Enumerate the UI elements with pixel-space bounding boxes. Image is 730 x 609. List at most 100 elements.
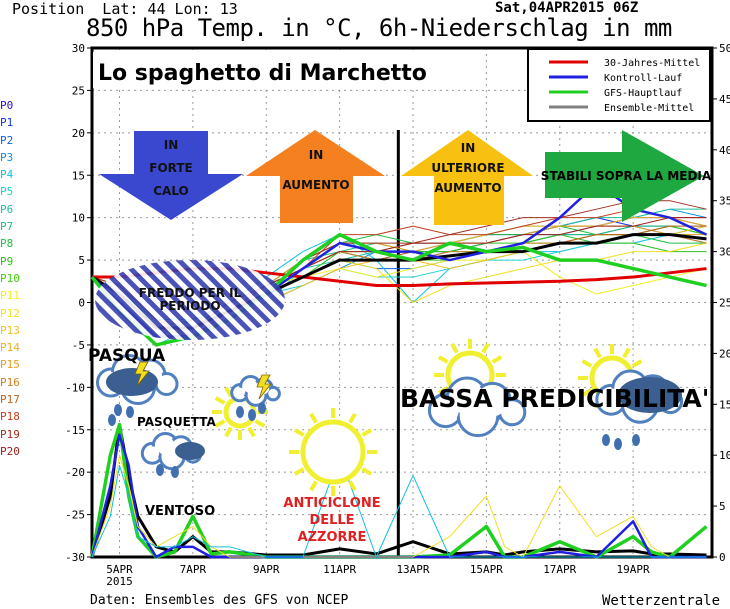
annotation-aumento: AUMENTO xyxy=(282,178,349,192)
run-time: Sat,04APR2015 06Z xyxy=(495,0,639,16)
right-tick-label: 15 xyxy=(719,398,730,411)
annotation-anticiclone: AZZORRE xyxy=(298,530,367,545)
member-label-P3: P3 xyxy=(0,150,14,164)
arrow-up-icon xyxy=(401,130,533,225)
left-tick-label: -20 xyxy=(65,466,85,479)
right-tick-label: 30 xyxy=(719,246,730,259)
arrow-down-icon xyxy=(99,131,243,220)
left-tick-label: 0 xyxy=(78,297,85,310)
x-tick-label: 5APR xyxy=(106,563,133,576)
dark-cloud-icon xyxy=(175,442,205,460)
left-tick-label: 20 xyxy=(72,127,85,140)
x-tick-label: 11APR xyxy=(323,563,356,576)
position-label: Position Lat: 44 Lon: 13 xyxy=(12,0,238,18)
right-tick-label: 20 xyxy=(719,347,730,360)
precip-line-p12 xyxy=(91,454,707,558)
left-tick-label: 5 xyxy=(78,254,85,267)
member-label-P10: P10 xyxy=(0,271,20,285)
annotation-anticiclone: DELLE xyxy=(309,513,354,528)
member-label-P4: P4 xyxy=(0,168,14,182)
left-tick-label: 15 xyxy=(72,169,85,182)
annotation-forte-calo: FORTE xyxy=(149,161,192,175)
cloud-icon xyxy=(427,376,527,438)
legend-label: Kontroll-Lauf xyxy=(604,73,682,84)
member-label-P7: P7 xyxy=(0,220,14,234)
right-tick-label: 50 xyxy=(719,42,730,55)
member-label-P5: P5 xyxy=(0,185,14,199)
right-tick-label: 35 xyxy=(719,195,730,208)
member-label-P20: P20 xyxy=(0,444,20,458)
overlay-title: Lo spaghetto di Marchetto xyxy=(98,61,427,86)
annotation-forte-calo: CALO xyxy=(153,184,189,198)
left-tick-label: 10 xyxy=(72,212,85,225)
annotation-bassa-predicibilita: BASSA PREDICIBILITA' xyxy=(400,384,709,413)
right-tick-label: 10 xyxy=(719,449,730,462)
precip-line-ensemble-mittel xyxy=(90,423,707,558)
footer-brand: Wetterzentrale xyxy=(602,593,721,609)
annotation-anticiclone: ANTICICLONE xyxy=(283,496,380,511)
annotation-pasquetta: PASQUETTA xyxy=(137,415,216,429)
right-tick-label: 40 xyxy=(719,144,730,157)
dark-cloud-icon xyxy=(618,377,682,413)
left-tick-label: -10 xyxy=(65,381,85,394)
legend-label: GFS-Hauptlauf xyxy=(604,88,682,99)
x-tick-label: 9APR xyxy=(253,563,280,576)
x-tick-label: 15APR xyxy=(470,563,503,576)
cold-period-hatch xyxy=(95,260,285,340)
annotation-stabili: STABILI SOPRA LA MEDIA xyxy=(541,169,712,183)
member-label-P12: P12 xyxy=(0,306,20,320)
annotation-forte-calo: IN xyxy=(164,138,179,152)
annotation-ventoso: VENTOSO xyxy=(145,504,215,519)
sun-icon xyxy=(289,408,377,496)
left-tick-label: -15 xyxy=(65,424,85,437)
member-label-P11: P11 xyxy=(0,289,20,303)
member-label-P16: P16 xyxy=(0,375,20,389)
left-tick-label: -30 xyxy=(65,551,85,564)
x-tick-label: 13APR xyxy=(396,563,429,576)
x-tick-label: 7APR xyxy=(180,563,207,576)
legend-label: 30-Jahres-Mittel xyxy=(604,58,700,69)
right-tick-label: 5 xyxy=(719,500,726,513)
rain-drops-icon xyxy=(156,464,179,478)
overlay-title-bg xyxy=(93,52,418,88)
left-tick-label: 25 xyxy=(72,84,85,97)
member-label-P8: P8 xyxy=(0,237,14,251)
right-tick-label: 0 xyxy=(719,551,726,564)
x-tick-sublabel: 2015 xyxy=(106,575,133,588)
rain-drops-icon xyxy=(108,404,134,426)
left-tick-label: -5 xyxy=(72,339,85,352)
member-label-P2: P2 xyxy=(0,133,14,147)
member-label-P9: P9 xyxy=(0,254,14,268)
rain-drops-icon xyxy=(602,434,640,450)
x-tick-label: 17APR xyxy=(543,563,576,576)
right-tick-label: 45 xyxy=(719,93,730,106)
legend-label: Ensemble-Mittel xyxy=(604,103,694,114)
member-label-P1: P1 xyxy=(0,116,14,130)
chart-title: 850 hPa Temp. in °C, 6h-Niederschlag in … xyxy=(86,14,672,42)
member-label-P13: P13 xyxy=(0,323,20,337)
dark-cloud-icon xyxy=(106,368,158,396)
cloud-icon xyxy=(230,375,281,407)
arrow-right-icon xyxy=(545,130,704,222)
annotation-ulteriore-aumento: ULTERIORE xyxy=(431,161,504,175)
member-label-P19: P19 xyxy=(0,427,20,441)
left-tick-label: 30 xyxy=(72,42,85,55)
annotation-freddo: PERIODO xyxy=(159,299,220,313)
rain-drops-icon xyxy=(236,402,266,421)
x-tick-label: 19APR xyxy=(617,563,650,576)
member-label-P15: P15 xyxy=(0,358,20,372)
arrow-up-icon xyxy=(246,130,385,223)
annotation-aumento: IN xyxy=(309,148,324,162)
annotation-freddo: FREDDO PER IL xyxy=(139,286,242,300)
member-label-P6: P6 xyxy=(0,202,14,216)
annotation-pasqua: PASQUA xyxy=(88,346,166,366)
annotation-ulteriore-aumento: IN xyxy=(461,141,476,155)
annotation-ulteriore-aumento: AUMENTO xyxy=(434,181,501,195)
left-tick-label: -25 xyxy=(65,509,85,522)
lightning-icon xyxy=(134,361,150,387)
member-labels: P0 P1 P2 P3 P4 P5 P6 P7 P8 P9 P10 P11 P12 P13 P14 P15 P1… xyxy=(0,97,20,460)
member-label-P0: P0 xyxy=(0,99,14,112)
member-label-P14: P14 xyxy=(0,341,20,355)
